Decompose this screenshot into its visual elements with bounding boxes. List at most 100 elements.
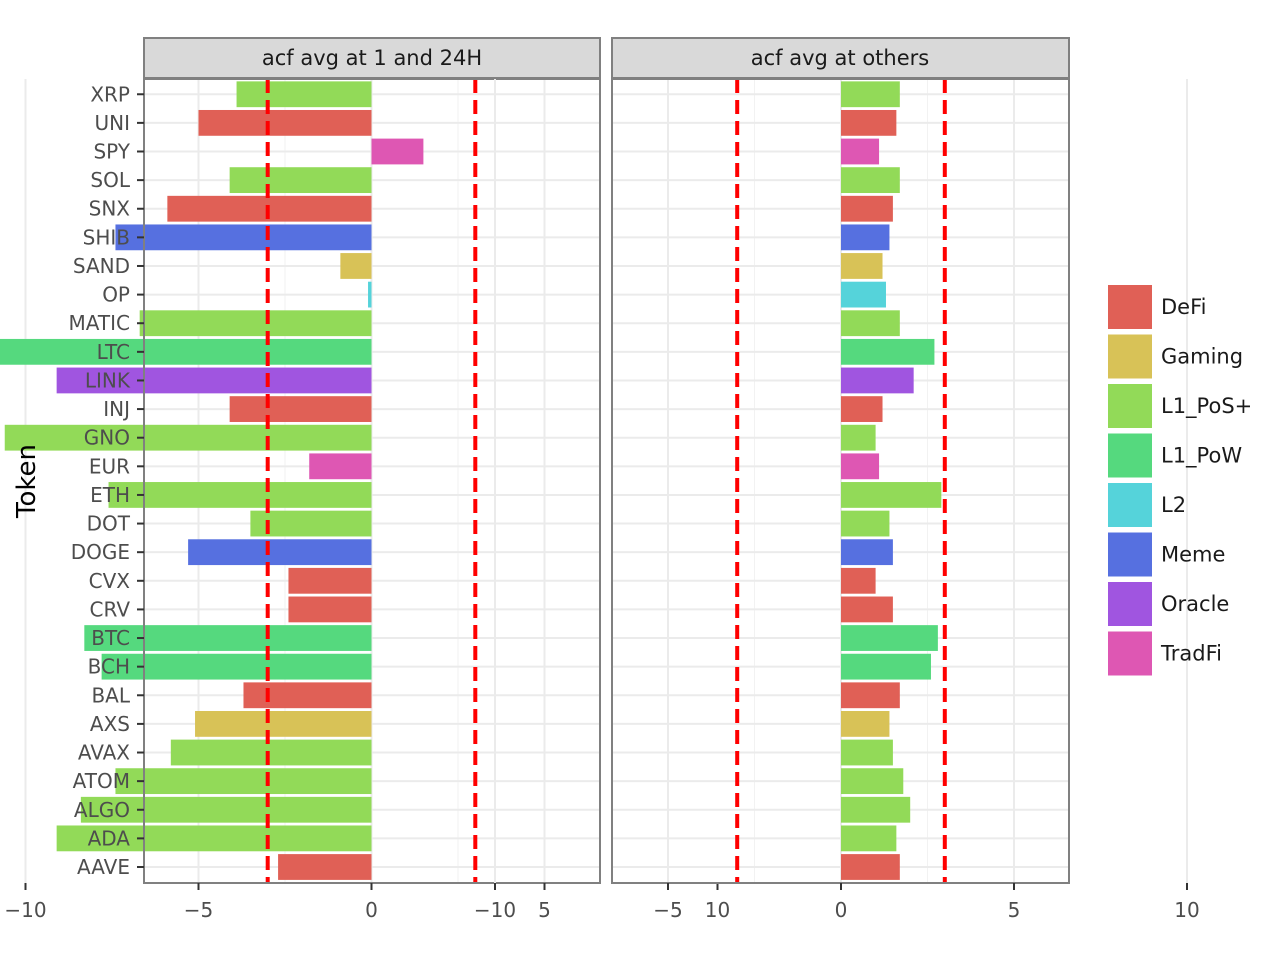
x-tick-label: −10: [4, 898, 46, 922]
x-tick-label: 10: [1174, 898, 1199, 922]
x-tick-label: 5: [1008, 898, 1021, 922]
bar-inj: [229, 396, 372, 422]
y-tick-label: ETH: [90, 483, 130, 507]
bar-eur: [309, 453, 372, 480]
bar-aave: [278, 854, 372, 880]
y-tick-label: UNI: [95, 111, 131, 135]
y-tick-label: INJ: [103, 397, 130, 421]
y-tick-label: BAL: [91, 683, 130, 707]
bar-xrp: [841, 81, 900, 108]
legend-key-l1_pow: [1108, 433, 1152, 478]
y-tick-label: MATIC: [69, 311, 130, 335]
legend-key-gaming: [1108, 334, 1152, 379]
bar-inj: [841, 396, 883, 422]
bar-atom: [841, 768, 904, 795]
panel-acf-1-24h: acf avg at 1 and 24H −10 −5 0 5 10: [0, 37, 730, 922]
bar-crv: [841, 596, 893, 623]
y-tick-label: AVAX: [78, 741, 130, 765]
y-axis-title: Token: [12, 444, 42, 519]
bar-doge: [841, 539, 893, 566]
bar-xrp: [236, 81, 372, 108]
bar-crv: [288, 596, 372, 623]
legend-label: Meme: [1161, 543, 1225, 567]
bar-uni: [198, 109, 372, 136]
y-tick-label: XRP: [90, 82, 130, 106]
bar-btc: [84, 625, 372, 651]
y-tick-label: ALGO: [74, 798, 130, 822]
legend-key-meme: [1108, 532, 1152, 577]
bar-bch: [841, 653, 931, 680]
x-tick-label: 10: [705, 898, 730, 922]
y-axis: AAVE ADA ALGO ATOM AVAX AXS BAL BCH BTC CRV CVX DOG…: [69, 82, 144, 879]
bar-sol: [229, 167, 372, 194]
bar-doge: [188, 539, 372, 566]
strip-background: [143, 37, 601, 79]
x-tick-label: 0: [835, 898, 848, 922]
bar-atom: [115, 768, 372, 795]
bar-gno: [841, 424, 876, 451]
legend: DeFi Gaming L1_PoS+ L1_PoW L2 Meme Oracle TradF…: [1108, 285, 1252, 676]
legend-label: Gaming: [1161, 345, 1243, 369]
bar-aave: [841, 854, 900, 880]
y-tick-label: SOL: [90, 168, 130, 192]
y-tick-label: CVX: [89, 569, 131, 593]
bar-btc: [841, 625, 938, 651]
strip-label: acf avg at others: [751, 46, 929, 70]
bar-eth: [841, 482, 942, 508]
bar-op: [841, 281, 886, 308]
y-tick-label: SAND: [73, 254, 130, 278]
panel-acf-others: acf avg at others −10 −5 0 5 10: [474, 37, 1200, 922]
legend-key-oracle: [1108, 582, 1152, 626]
bar-gno: [4, 424, 372, 451]
bar-avax: [170, 739, 372, 766]
legend-label: L1_PoS+: [1161, 394, 1252, 419]
plot-area: −10 −5 0 5 10: [474, 78, 1200, 922]
bar-spy: [371, 138, 424, 165]
legend-key-l1_pos+: [1108, 384, 1152, 428]
bar-uni: [841, 109, 897, 136]
bar-snx: [841, 195, 893, 222]
y-tick-label: EUR: [89, 454, 130, 478]
y-tick-label: DOGE: [71, 540, 130, 564]
bar-algo: [841, 796, 911, 823]
bar-axs: [841, 711, 890, 737]
bar-eth: [108, 482, 372, 508]
bar-sand: [841, 253, 883, 279]
legend-key-defi: [1108, 285, 1152, 329]
bar-axs: [195, 711, 372, 737]
bar-bal: [841, 682, 900, 709]
bar-spy: [841, 138, 880, 165]
legend-label: L1_PoW: [1161, 444, 1242, 469]
bar-shib: [115, 224, 372, 251]
x-tick-label: −5: [184, 898, 213, 922]
y-tick-label: SNX: [89, 197, 131, 221]
bar-ltc: [841, 338, 935, 365]
x-tick-label: 0: [365, 898, 378, 922]
y-tick-label: GNO: [84, 426, 130, 450]
bar-ltc: [0, 338, 372, 365]
x-tick-label: −10: [474, 898, 516, 922]
y-tick-label: BTC: [91, 626, 130, 650]
legend-label: Oracle: [1161, 592, 1229, 616]
bar-sand: [340, 253, 372, 279]
plot-area: −10 −5 0 5 10: [0, 78, 730, 922]
bar-cvx: [288, 567, 372, 594]
legend-label: L2: [1161, 493, 1186, 517]
bar-algo: [80, 796, 372, 823]
y-tick-label: AAVE: [77, 855, 130, 879]
bar-link: [56, 367, 372, 394]
legend-label: TradFi: [1160, 642, 1222, 666]
y-tick-label: OP: [102, 283, 130, 307]
bar-shib: [841, 224, 890, 251]
y-tick-label: ATOM: [73, 769, 130, 793]
x-tick-label: −5: [653, 898, 682, 922]
legend-key-l2: [1108, 483, 1152, 527]
y-tick-label: ADA: [88, 826, 131, 850]
bar-bch: [101, 653, 372, 680]
bar-avax: [841, 739, 893, 766]
bar-ada: [841, 825, 897, 852]
bar-matic: [139, 310, 372, 337]
bar-cvx: [841, 567, 876, 594]
y-tick-label: CRV: [90, 597, 131, 621]
